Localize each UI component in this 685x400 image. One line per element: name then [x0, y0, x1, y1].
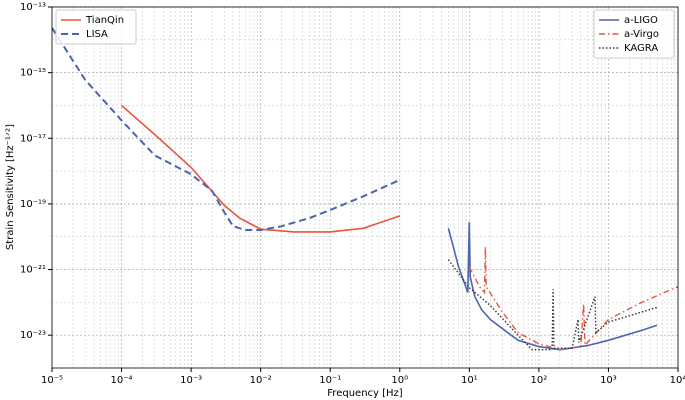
legend: TianQin LISA [55, 9, 137, 45]
x-tick-label: 10⁻⁵ [41, 375, 63, 386]
y-axis-label: Strain Sensitivity [Hz⁻¹ᐟ²] [5, 124, 16, 250]
legend-label: LISA [86, 29, 108, 40]
x-tick-label: 10⁻⁴ [111, 375, 133, 386]
x-tick-label: 10⁻¹ [319, 375, 341, 386]
legend-box [593, 9, 675, 59]
y-tick-label: 10⁻¹⁵ [20, 68, 46, 79]
x-tick-label: 10⁻² [250, 375, 272, 386]
legend-label: KAGRA [624, 43, 658, 54]
legend-label: a-Virgo [624, 29, 659, 40]
y-tick-label: 10⁻²¹ [20, 265, 46, 276]
legend-box [55, 9, 137, 45]
x-tick-label: 10⁴ [670, 375, 685, 386]
legend-label: a-LIGO [624, 15, 658, 26]
x-tick-label: 10² [531, 375, 548, 386]
x-tick-label: 10¹ [461, 375, 478, 386]
x-tick-label: 10³ [600, 375, 617, 386]
series-line [52, 27, 401, 231]
x-tick-label: 10⁰ [391, 375, 408, 386]
y-tick-label: 10⁻¹⁷ [20, 133, 46, 144]
series-line [447, 222, 658, 351]
y-tick-label: 10⁻²³ [20, 330, 46, 341]
plot-frame [51, 6, 679, 369]
series-line [468, 246, 678, 351]
legend-label: TianQin [85, 15, 124, 26]
y-tick-label: 10⁻¹⁹ [20, 199, 46, 210]
x-axis-label: Frequency [Hz] [327, 388, 403, 399]
series-line [447, 259, 658, 351]
series-line [121, 104, 401, 233]
y-tick-label: 10⁻¹³ [20, 2, 46, 13]
x-tick-label: 10⁻³ [180, 375, 202, 386]
legend: a-LIGO a-Virgo KAGRA [593, 9, 675, 59]
